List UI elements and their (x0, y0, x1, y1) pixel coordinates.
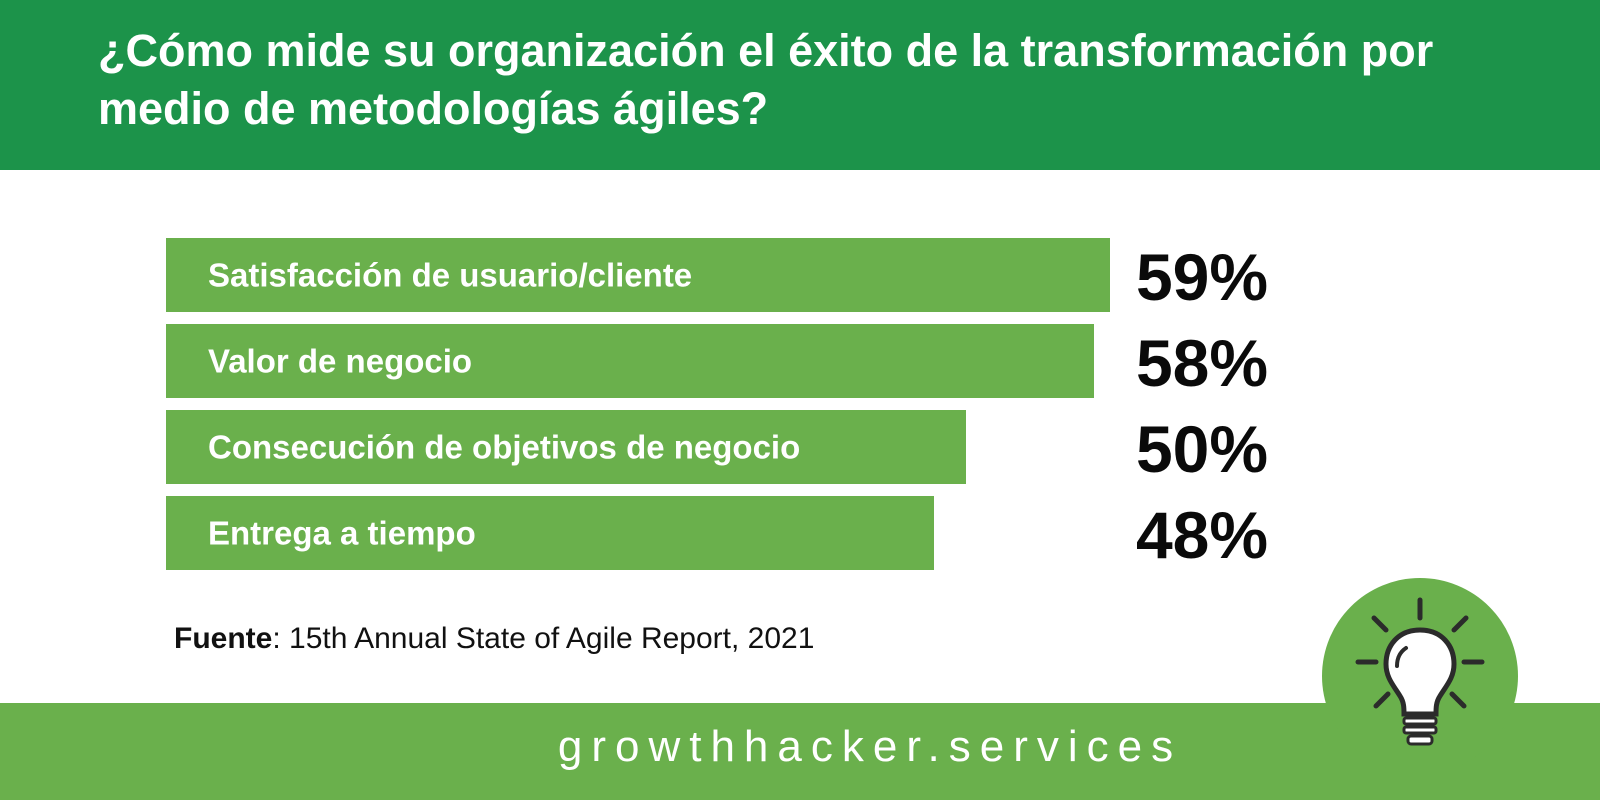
header-banner: ¿Cómo mide su organización el éxito de l… (0, 0, 1600, 170)
bar-1 (166, 238, 1110, 312)
bar-2 (166, 324, 1094, 398)
bar-label-1: Satisfacción de usuario/cliente (208, 257, 692, 294)
source-text: : 15th Annual State of Agile Report, 202… (272, 622, 815, 655)
bar-4 (166, 496, 934, 570)
lightbulb-icon (1355, 597, 1485, 746)
source-label: Fuente (174, 622, 273, 655)
value-label-2: 58% (1136, 326, 1268, 400)
bar-label-4: Entrega a tiempo (208, 515, 476, 552)
bar-label-2: Valor de negocio (208, 343, 472, 380)
bar-label-3: Consecución de objetivos de negocio (208, 429, 800, 466)
value-label-4: 48% (1136, 498, 1268, 572)
source-note: Fuente: 15th Annual State of Agile Repor… (174, 622, 814, 656)
value-label-3: 50% (1136, 412, 1268, 486)
bar-chart: Satisfacción de usuario/cliente 59% Valor … (166, 238, 1268, 572)
brand-text: growthhacker.services (557, 722, 1183, 771)
lightbulb-badge (1322, 578, 1518, 774)
bar-3 (166, 410, 966, 484)
page-title: ¿Cómo mide su organización el éxito de l… (98, 25, 1434, 134)
value-label-1: 59% (1136, 240, 1268, 314)
footer-banner: growthhacker.services (0, 703, 1600, 800)
